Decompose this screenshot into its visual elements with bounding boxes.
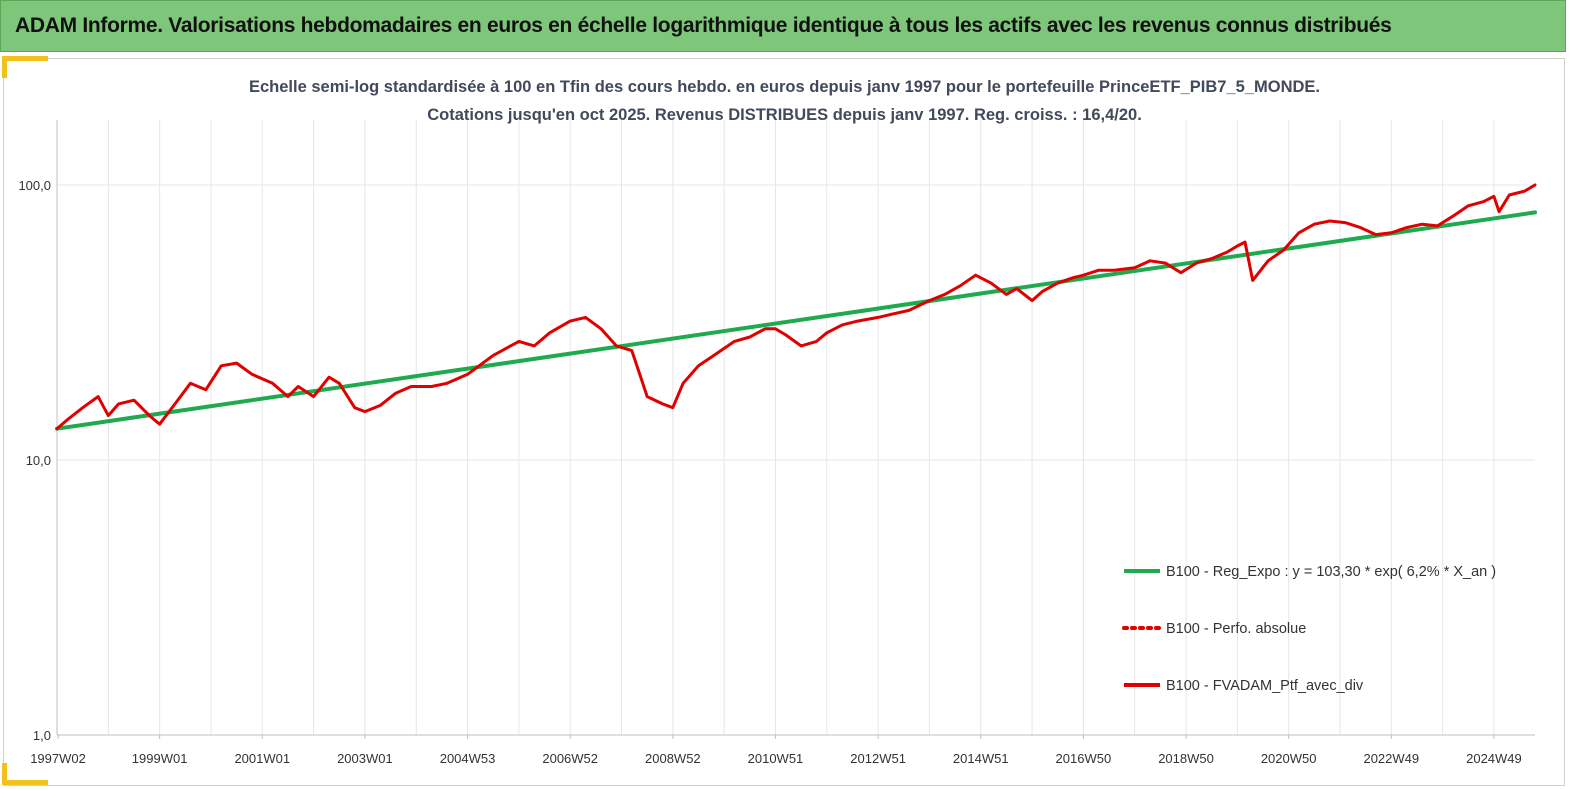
x-tick-label: 2016W50 — [1056, 751, 1112, 766]
corner-accent-top — [2, 56, 48, 61]
legend-label-1: B100 - Perfo. absolue — [1166, 621, 1306, 637]
legend-label-2: B100 - FVADAM_Ptf_avec_div — [1166, 678, 1364, 694]
x-tick-label: 2022W49 — [1363, 751, 1419, 766]
x-tick-label: 2018W50 — [1158, 751, 1214, 766]
y-tick-label: 10,0 — [26, 453, 51, 468]
chart-subtitle-line2: Cotations jusqu'en oct 2025. Revenus DIS… — [427, 106, 1142, 124]
x-tick-label: 2020W50 — [1261, 751, 1317, 766]
x-tick-label: 1999W01 — [132, 751, 188, 766]
x-tick-label: 2014W51 — [953, 751, 1009, 766]
x-tick-label: 2003W01 — [337, 751, 393, 766]
x-tick-label: 2006W52 — [542, 751, 598, 766]
legend-label-0: B100 - Reg_Expo : y = 103,30 * exp( 6,2%… — [1166, 564, 1496, 580]
y-tick-label: 100,0 — [18, 178, 51, 193]
corner-accent-top-vertical — [2, 56, 7, 78]
x-tick-label: 2024W49 — [1466, 751, 1522, 766]
corner-accent-bottom-vertical — [2, 763, 7, 785]
x-tick-label: 2010W51 — [748, 751, 804, 766]
series-line-0 — [55, 210, 1537, 431]
chart-frame — [3, 58, 1565, 786]
x-tick-label: 2012W51 — [850, 751, 906, 766]
series-line-2 — [55, 183, 1537, 431]
corner-accent-bottom — [2, 780, 48, 785]
header-banner: ADAM Informe. Valorisations hebdomadaire… — [0, 0, 1566, 52]
x-tick-label: 2001W01 — [234, 751, 290, 766]
chart-subtitle-line1: Echelle semi-log standardisée à 100 en T… — [248, 78, 1320, 96]
y-tick-label: 1,0 — [33, 728, 51, 743]
x-tick-label: 2004W53 — [440, 751, 496, 766]
x-tick-label: 1997W02 — [30, 751, 86, 766]
banner-title: ADAM Informe. Valorisations hebdomadaire… — [15, 14, 1392, 37]
x-tick-label: 2008W52 — [645, 751, 701, 766]
